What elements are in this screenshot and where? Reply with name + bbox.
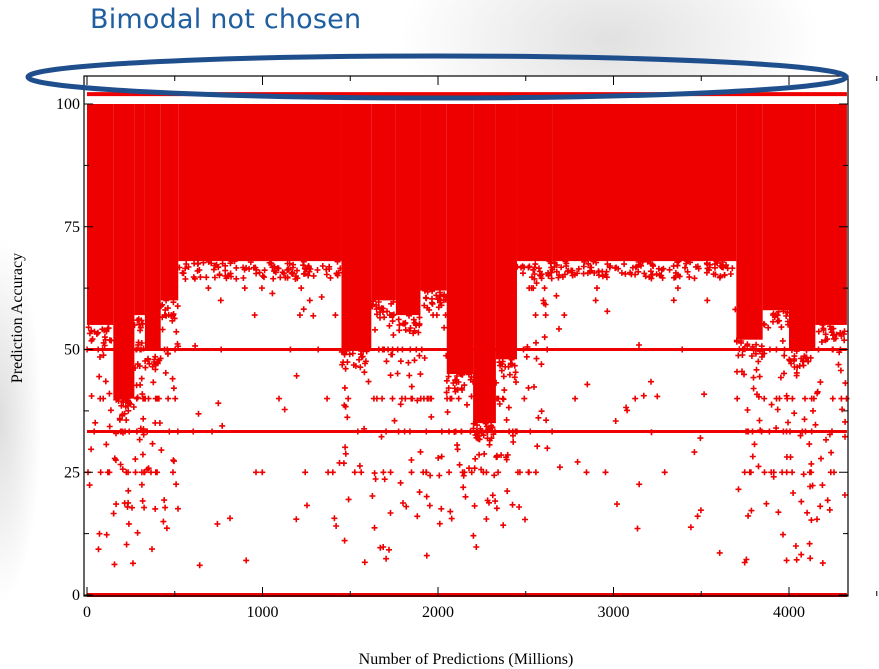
band-edge-points (131, 316, 146, 334)
y-tick-label: 25 (64, 464, 80, 481)
dense-point-region (134, 104, 145, 316)
dense-point-region (420, 104, 447, 291)
dense-point-region (789, 104, 816, 350)
band-edge-points (86, 325, 115, 346)
y-tick-label: 50 (64, 342, 80, 359)
dense-point-region (341, 104, 372, 350)
dense-point-region (762, 104, 789, 311)
band-edge-points (815, 322, 848, 345)
tick-labels-group: 0100020003000400050000255075100 (56, 96, 805, 621)
x-tick-label: 4000 (773, 604, 805, 621)
x-tick-label: 3000 (598, 604, 630, 621)
dense-point-region (552, 104, 737, 262)
data-points-group (84, 92, 850, 597)
sparse-points (84, 260, 850, 569)
dense-point-region (473, 104, 496, 424)
band-edge-points (115, 395, 137, 419)
dense-point-region (736, 104, 763, 340)
dense-point-region (144, 104, 161, 350)
y-tick-label: 75 (64, 219, 80, 236)
dense-point-region (815, 104, 847, 325)
x-axis-label: Number of Predictions (Millions) (359, 651, 574, 668)
dense-point-region (371, 104, 396, 301)
band-edge-points (514, 258, 555, 282)
y-tick-label: 100 (56, 96, 80, 113)
dense-point-region (395, 104, 421, 316)
dense-point-region (87, 104, 114, 325)
dense-point-region (113, 104, 135, 399)
dense-point-region (160, 104, 179, 301)
x-tick-label: 2000 (422, 604, 454, 621)
dense-point-region (446, 104, 474, 375)
dense-point-region (178, 104, 342, 262)
band-edge-points (443, 371, 475, 395)
band-edge-points (496, 356, 519, 381)
dense-point-region (516, 104, 553, 262)
x-tick-label: 0 (83, 604, 91, 621)
highlight-ellipse (25, 53, 849, 101)
y-axis-label: Prediction Accuracy (9, 253, 26, 383)
axis-ticks-group (84, 76, 878, 596)
slide-headline: Bimodal not chosen (90, 4, 362, 35)
plot-frame (83, 75, 849, 597)
dense-point-region (495, 104, 517, 360)
x-tick-label: 1000 (247, 604, 279, 621)
y-tick-label: 0 (72, 587, 80, 604)
band-edge-points (760, 308, 792, 331)
